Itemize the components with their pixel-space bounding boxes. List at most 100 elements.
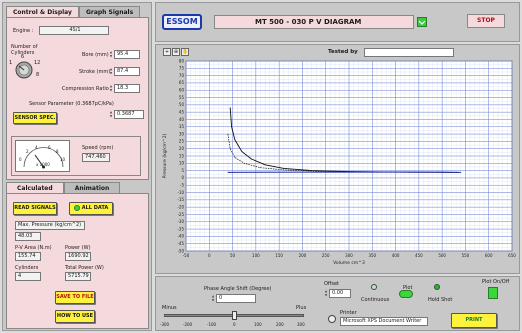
speed-gauge: 0 2 4 6 8 10 x 1000	[15, 140, 70, 172]
x-tick-label-12: 550	[462, 253, 470, 258]
tab-calculated[interactable]: Calculated	[6, 182, 64, 193]
sensor-input[interactable]: 0.3687	[114, 110, 144, 119]
cylinders-count-label: Cylinders	[15, 265, 39, 271]
all-data-button[interactable]: ALL DATA	[69, 202, 113, 215]
offset-input[interactable]: 0.00	[329, 289, 351, 298]
speed-scale-unit: x 1000	[36, 162, 50, 167]
power-label: Power (W)	[65, 245, 91, 251]
plot-label: Plot	[403, 285, 413, 291]
max-pressure-label: Max. Pressure (kg/cm^2)	[15, 221, 85, 230]
sensor-spec-button[interactable]: SENSOR SPEC.	[13, 112, 57, 124]
y-tick-label-17: 35	[179, 124, 185, 129]
plot-onoff-toggle[interactable]	[488, 287, 498, 299]
stroke-spinner[interactable]: ▲ ▼	[109, 67, 113, 75]
tested-by-input[interactable]	[364, 48, 454, 57]
speed-scale-2: 2	[26, 149, 29, 154]
max-pressure-value: 48.03	[15, 232, 41, 241]
compression-spinner[interactable]: ▲ ▼	[109, 84, 113, 92]
engine-label: Engine :	[13, 28, 34, 34]
y-tick-label-2: -40	[177, 234, 184, 239]
all-data-label: ALL DATA	[81, 205, 109, 211]
bore-input[interactable]: 95.4	[114, 50, 140, 59]
y-tick-label-15: 25	[179, 139, 185, 144]
diagram-title: MT 500 - 030 P V DIAGRAM	[214, 15, 414, 29]
total-power-value: 5715.79	[65, 272, 91, 281]
offset-label: Offset	[324, 281, 340, 287]
phase-input[interactable]: 0	[216, 294, 256, 303]
y-tick-label-4: -30	[177, 219, 184, 224]
y-tick-label-25: 75	[179, 66, 185, 71]
stop-button[interactable]: STOP	[467, 14, 505, 28]
series-point-0-4	[250, 158, 252, 160]
series-point-0-3	[241, 151, 243, 153]
y-tick-label-14: 20	[179, 146, 185, 151]
tab-animation[interactable]: Animation	[63, 182, 121, 193]
tab-control-display[interactable]: Control & Display	[6, 6, 79, 17]
x-tick-label-3: 100	[252, 253, 260, 258]
read-signals-button[interactable]: READ SIGNALS	[13, 202, 57, 215]
power-value: 1690.92	[65, 252, 91, 261]
offset-spinner[interactable]: ▲ ▼	[324, 289, 328, 297]
speed-scale-6: 6	[48, 145, 51, 150]
printer-select-icon[interactable]	[328, 315, 336, 323]
pan-tool-icon[interactable]: ✋	[181, 48, 189, 56]
phase-tick-100: 100	[254, 322, 262, 327]
x-tick-label-13: 600	[485, 253, 493, 258]
pv-area-value: 155.74	[15, 252, 41, 261]
phase-tick-200: 200	[276, 322, 284, 327]
title-dropdown-icon[interactable]	[417, 17, 427, 27]
compression-input[interactable]: 18.3	[114, 84, 140, 93]
y-tick-label-1: -45	[177, 241, 184, 246]
speed-value: 747.460	[82, 153, 110, 162]
series-point-1-6	[316, 170, 317, 172]
speed-scale-4: 4	[35, 145, 38, 150]
y-tick-label-11: 5	[181, 168, 184, 173]
compression-label: Compression Ratio	[62, 86, 109, 92]
series-point-2-0	[227, 171, 229, 173]
hold-shot-label: Hold Shot	[428, 297, 453, 303]
save-to-file-button[interactable]: SAVE TO FILE	[55, 291, 95, 304]
x-tick-label-11: 500	[438, 253, 446, 258]
plot-onoff-label: Plot On/Off	[482, 279, 510, 285]
all-data-led	[73, 204, 80, 211]
series-point-1-2	[234, 157, 236, 158]
phase-tick-0: 0	[233, 322, 236, 327]
bore-spinner[interactable]: ▲ ▼	[109, 50, 113, 58]
continuous-radio[interactable]	[371, 284, 377, 290]
tab-graph-signals[interactable]: Graph Signals	[78, 6, 141, 17]
series-point-2-4	[395, 171, 396, 173]
y-tick-label-0: -50	[177, 248, 184, 253]
y-tick-label-10: 0	[181, 175, 184, 180]
speed-gauge-dial	[23, 147, 64, 169]
x-tick-label-2: 50	[230, 253, 236, 258]
y-tick-label-24: 70	[179, 73, 185, 78]
how-to-use-button[interactable]: HOW TO USE	[55, 310, 95, 323]
graph-toolbar: + ⊕ ✋	[163, 48, 190, 56]
hold-shot-radio[interactable]	[434, 284, 440, 290]
title-bar: ESSOM MT 500 - 030 P V DIAGRAM STOP	[155, 2, 520, 42]
sensor-spinner[interactable]: ▲ ▼	[109, 110, 113, 118]
tested-by-label: Tested by	[328, 49, 358, 55]
zoom-tool-icon[interactable]: ⊕	[172, 48, 180, 56]
cylinders-knob[interactable]	[13, 58, 35, 80]
x-tick-label-8: 350	[368, 253, 376, 258]
plot-mode-switch[interactable]	[399, 290, 413, 298]
y-tick-label-26: 80	[179, 58, 185, 63]
y-tick-label-22: 60	[179, 88, 185, 93]
pv-graph-panel: -50 0 50 100 150 200 250 300 350 400 450 500 550 600 6…	[155, 44, 520, 274]
continuous-label: Continuous	[361, 297, 390, 303]
x-axis-label: Volume cm^3	[333, 260, 365, 266]
cursor-tool-icon[interactable]: +	[163, 48, 171, 56]
phase-slider-thumb[interactable]	[232, 311, 237, 320]
stroke-input[interactable]: 87.4	[114, 67, 140, 76]
control-tabs: Control & Display Graph Signals	[6, 6, 141, 17]
print-button[interactable]: PRINT	[451, 313, 497, 328]
series-point-2-6	[460, 171, 462, 173]
printer-field[interactable]: Microsoft XPS Document Writer	[340, 317, 428, 326]
printer-label: Printer	[340, 310, 357, 316]
phase-plus-label: Plus	[296, 305, 307, 311]
phase-spinner[interactable]: ▲ ▼	[211, 294, 215, 302]
cyl-tick-12: 12	[34, 60, 41, 66]
y-tick-label-20: 50	[179, 102, 185, 107]
